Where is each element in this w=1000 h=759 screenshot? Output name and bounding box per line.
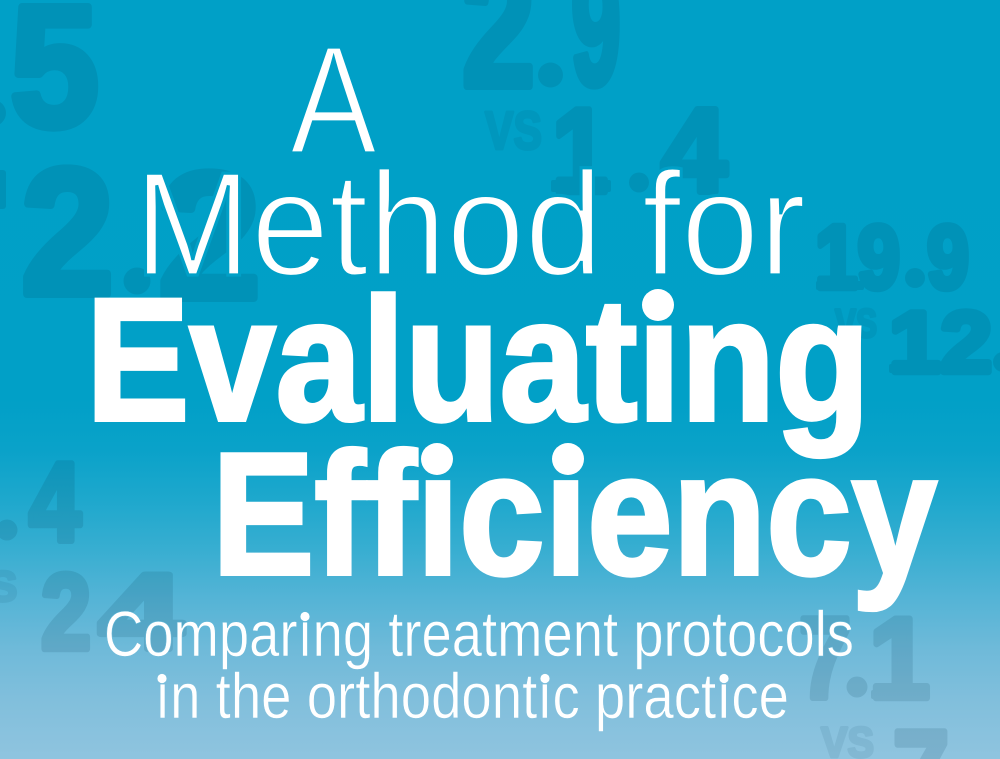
svg-text:Method for: Method for (134, 142, 806, 307)
svg-text:4: 4 (29, 440, 81, 565)
svg-text:2: 2 (462, 0, 535, 123)
svg-text:4: 4 (99, 551, 183, 672)
svg-text:Comparıng treatment protocols: Comparıng treatment protocols (104, 598, 854, 670)
svg-text:VS: VS (485, 101, 542, 161)
svg-text:9: 9 (571, 0, 621, 121)
svg-text:2: 2 (158, 136, 261, 337)
svg-text:Evaluatıng: Evaluatıng (86, 263, 870, 458)
svg-text:5: 5 (10, 0, 99, 163)
svg-text:ın the orthodontıc practıce: ın the orthodontıc practıce (155, 660, 789, 732)
svg-text:A: A (290, 14, 377, 186)
svg-text:1: 1 (552, 84, 608, 218)
svg-text:2: 2 (21, 132, 114, 333)
svg-text:VS: VS (821, 719, 874, 759)
svg-text:1: 1 (869, 595, 930, 723)
svg-text:4: 4 (661, 84, 727, 218)
svg-text:9: 9 (927, 208, 969, 308)
svg-text:VS: VS (0, 563, 17, 611)
svg-text:VS: VS (835, 302, 877, 346)
svg-text:19: 19 (815, 208, 900, 308)
svg-text:7: 7 (893, 708, 949, 759)
svg-text:7: 7 (799, 595, 851, 723)
svg-text:12: 12 (889, 295, 992, 391)
svg-text:2: 2 (41, 551, 91, 672)
